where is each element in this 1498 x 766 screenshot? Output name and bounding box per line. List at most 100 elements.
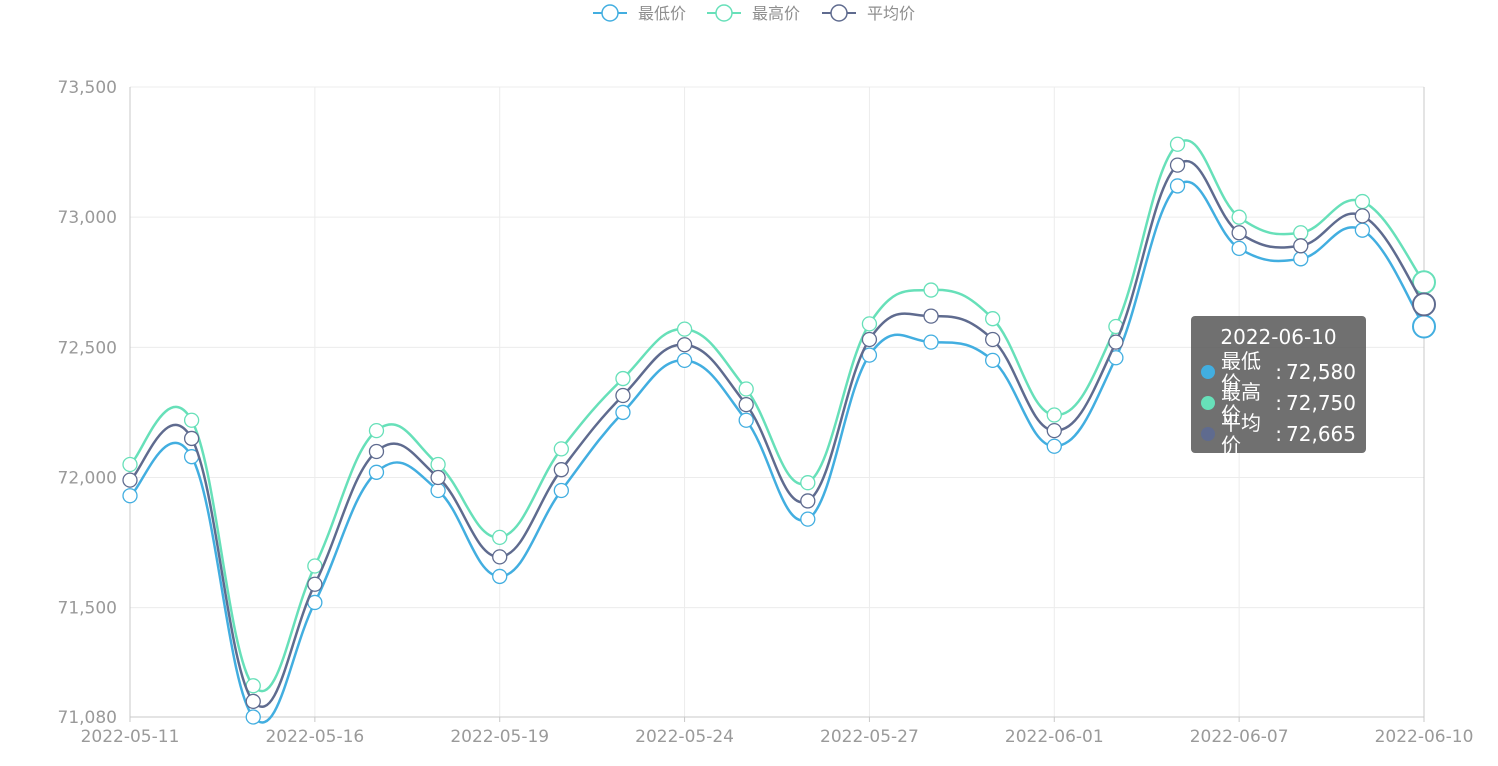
data-point[interactable]	[800, 475, 816, 491]
data-point[interactable]	[861, 331, 878, 348]
x-tick-label: 2022-06-07	[1190, 727, 1289, 747]
tooltip-value-high: 72,750	[1286, 390, 1356, 415]
legend[interactable]: 最低价 最高价 平均价	[593, 4, 915, 23]
data-point[interactable]	[492, 529, 508, 546]
series-line	[129, 160, 1426, 708]
data-point[interactable]	[1169, 136, 1186, 152]
tooltip-title: 2022-06-10	[1220, 325, 1337, 349]
tooltip-dot-avg	[1201, 426, 1215, 441]
data-point[interactable]	[985, 352, 1001, 368]
data-point[interactable]	[985, 311, 1001, 327]
data-point[interactable]	[738, 412, 754, 428]
data-point[interactable]	[245, 709, 261, 725]
data-point[interactable]	[1169, 178, 1186, 194]
data-point[interactable]	[676, 352, 693, 368]
legend-marker	[830, 4, 848, 22]
tooltip-colon: :	[1275, 390, 1283, 415]
legend-item[interactable]: 最低价	[593, 4, 686, 23]
legend-item[interactable]: 平均价	[822, 4, 915, 23]
tooltip-colon: :	[1275, 421, 1283, 446]
data-point[interactable]	[800, 493, 816, 509]
data-point[interactable]	[368, 464, 385, 480]
legend-marker	[715, 4, 733, 22]
data-point[interactable]	[861, 316, 878, 332]
x-tick-label: 2022-06-01	[1005, 727, 1104, 747]
tooltip-colon: :	[1275, 359, 1283, 384]
data-point[interactable]	[676, 337, 693, 353]
tooltip-dot-high	[1201, 395, 1215, 410]
data-point[interactable]	[1293, 225, 1309, 241]
tooltip-value-low: 72,580	[1286, 359, 1356, 384]
legend-label: 最高价	[752, 4, 800, 23]
data-point[interactable]	[368, 443, 385, 460]
data-point[interactable]	[1231, 225, 1247, 241]
data-point[interactable]	[615, 387, 631, 404]
data-point[interactable]	[553, 482, 569, 499]
data-point[interactable]	[1108, 334, 1124, 350]
data-point[interactable]	[923, 308, 939, 324]
data-point[interactable]	[1046, 438, 1062, 454]
legend-label: 最低价	[638, 4, 686, 23]
data-point[interactable]	[122, 488, 138, 504]
x-tick-label: 2022-05-27	[820, 727, 919, 747]
data-point[interactable]	[1354, 193, 1371, 210]
data-point[interactable]	[553, 462, 569, 478]
tooltip-row-high: 最高价: 72,750	[1201, 381, 1356, 425]
y-tick-label: 73,500	[58, 78, 117, 98]
data-point[interactable]	[492, 568, 508, 585]
data-point[interactable]	[676, 321, 693, 337]
data-point[interactable]	[245, 693, 261, 710]
legend-item[interactable]: 最高价	[707, 4, 800, 23]
data-point[interactable]	[1293, 251, 1309, 267]
data-point[interactable]	[1354, 222, 1371, 238]
series-2	[122, 157, 1436, 710]
data-point[interactable]	[183, 430, 200, 447]
tooltip-name-avg: 平均价	[1221, 410, 1261, 457]
axes: 73,50073,00072,50072,00071,50071,0802022…	[58, 78, 1474, 747]
series-line	[129, 180, 1426, 724]
tooltip-name-high: 最高价	[1221, 379, 1261, 426]
data-point[interactable]	[923, 334, 939, 350]
data-point[interactable]	[1293, 238, 1309, 254]
x-tick-label: 2022-05-24	[635, 727, 734, 747]
tooltip-value-avg: 72,665	[1286, 421, 1356, 446]
tooltip-row-avg: 平均价: 72,665	[1201, 412, 1356, 456]
x-tick-label: 2022-05-19	[450, 727, 549, 747]
data-point[interactable]	[307, 576, 323, 592]
data-point[interactable]	[738, 381, 754, 397]
tooltip-name-low: 最低价	[1221, 348, 1261, 395]
data-point[interactable]	[492, 549, 508, 565]
data-point[interactable]	[615, 370, 631, 387]
data-point[interactable]	[122, 472, 138, 488]
chart-tooltip: 2022-06-10 最低价: 72,580 最高价: 72,750 平均价: …	[1191, 316, 1366, 456]
x-tick-label: 2022-05-11	[81, 727, 180, 747]
data-point[interactable]	[553, 441, 569, 457]
data-point[interactable]	[615, 404, 631, 421]
data-point[interactable]	[800, 511, 816, 527]
y-tick-label: 72,000	[58, 468, 117, 488]
data-point[interactable]	[430, 469, 446, 486]
data-point[interactable]	[1231, 240, 1247, 257]
series-lines	[122, 136, 1436, 725]
data-point[interactable]	[1354, 208, 1371, 224]
data-point[interactable]	[923, 282, 939, 298]
data-point[interactable]	[430, 456, 446, 473]
data-point[interactable]	[122, 456, 138, 473]
data-point[interactable]	[1412, 292, 1436, 317]
data-point[interactable]	[1412, 314, 1436, 339]
tooltip-dot-low	[1201, 364, 1215, 379]
data-point[interactable]	[430, 482, 446, 499]
data-point[interactable]	[738, 396, 754, 413]
data-point[interactable]	[1169, 157, 1186, 173]
data-point[interactable]	[1231, 209, 1247, 225]
data-point[interactable]	[1046, 422, 1062, 439]
data-point[interactable]	[985, 331, 1001, 348]
data-point[interactable]	[368, 422, 385, 439]
legend-marker	[601, 4, 619, 22]
legend-label: 平均价	[867, 4, 915, 23]
y-tick-label: 73,000	[58, 208, 117, 228]
data-point[interactable]	[1046, 407, 1062, 423]
data-point[interactable]	[183, 412, 200, 428]
